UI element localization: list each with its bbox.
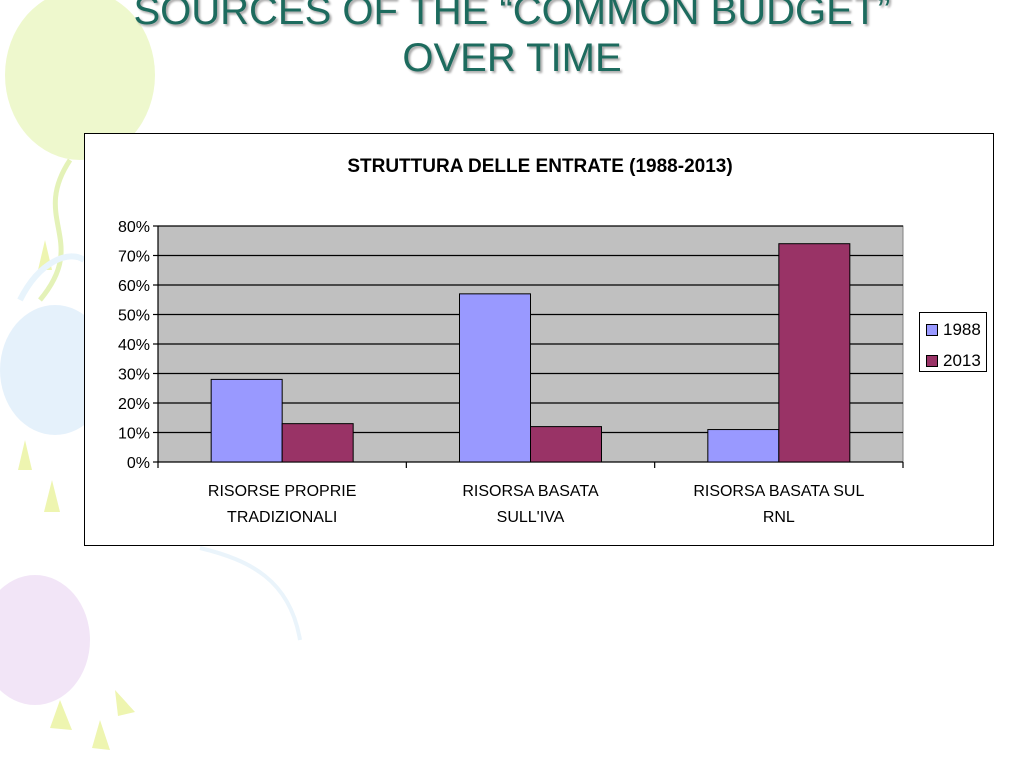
x-category-label: RISORSA BASATA SUL <box>693 483 864 500</box>
y-tick-label: 0% <box>127 455 150 472</box>
slide-title-line-2: OVER TIME <box>402 36 622 80</box>
x-category-label: RISORSE PROPRIE <box>208 483 356 500</box>
legend-swatch-2013 <box>926 355 938 367</box>
bar-2013 <box>281 423 354 463</box>
blue-swirl-decoration <box>199 546 302 641</box>
x-category-label: TRADIZIONALI <box>227 509 337 526</box>
x-category-label: SULL'IVA <box>497 509 565 526</box>
y-tick-label: 70% <box>118 249 150 266</box>
plot-area: 0% 10% 20% 30% 40% 50% 60% 70% 80% RISORSE PROPRI… <box>118 219 904 526</box>
bar-2013 <box>778 243 851 463</box>
legend-swatch-1988 <box>926 324 938 336</box>
y-tick-label: 20% <box>118 396 150 413</box>
bar-1988 <box>707 429 780 463</box>
chart-legend: 1988 2013 <box>919 312 987 372</box>
x-category-label: RNL <box>763 509 795 526</box>
bar-1988 <box>459 293 531 463</box>
y-tick-label: 80% <box>118 219 150 236</box>
bar-1988 <box>210 378 283 463</box>
blue-balloon-decoration <box>0 305 110 435</box>
revenue-structure-chart: STRUTTURA DELLE ENTRATE (1988-2013) 0% 10… <box>118 156 904 526</box>
y-tick-label: 50% <box>118 308 150 325</box>
yellow-triangle-decoration <box>92 720 110 750</box>
green-balloon-string <box>38 158 73 302</box>
chart-title: STRUTTURA DELLE ENTRATE (1988-2013) <box>347 156 732 177</box>
yellow-triangle-decoration <box>44 480 60 512</box>
green-balloon-decoration <box>5 0 155 160</box>
bar-2013 <box>530 426 602 463</box>
legend-item-1988: 1988 <box>926 320 981 340</box>
chart-frame: STRUTTURA DELLE ENTRATE (1988-2013) 0% 10… <box>84 133 994 546</box>
slide-title: SOURCES OF THE “COMMON BUDGET” OVER TIME <box>0 0 1024 82</box>
yellow-triangle-decoration <box>18 440 32 470</box>
y-tick-label: 10% <box>118 426 150 443</box>
y-tick-label: 60% <box>118 278 150 295</box>
slide-title-line-1: SOURCES OF THE “COMMON BUDGET” <box>133 0 891 33</box>
blue-swirl-decoration <box>17 253 86 302</box>
yellow-triangle-decoration <box>50 700 72 730</box>
legend-item-2013: 2013 <box>926 351 981 371</box>
legend-label-2013: 2013 <box>943 351 981 370</box>
x-category-label: RISORSA BASATA <box>462 483 599 500</box>
purple-balloon-decoration <box>0 575 90 705</box>
legend-label-1988: 1988 <box>943 320 981 339</box>
y-tick-label: 40% <box>118 337 150 354</box>
yellow-triangle-decoration <box>115 690 135 716</box>
y-tick-label: 30% <box>118 367 150 384</box>
